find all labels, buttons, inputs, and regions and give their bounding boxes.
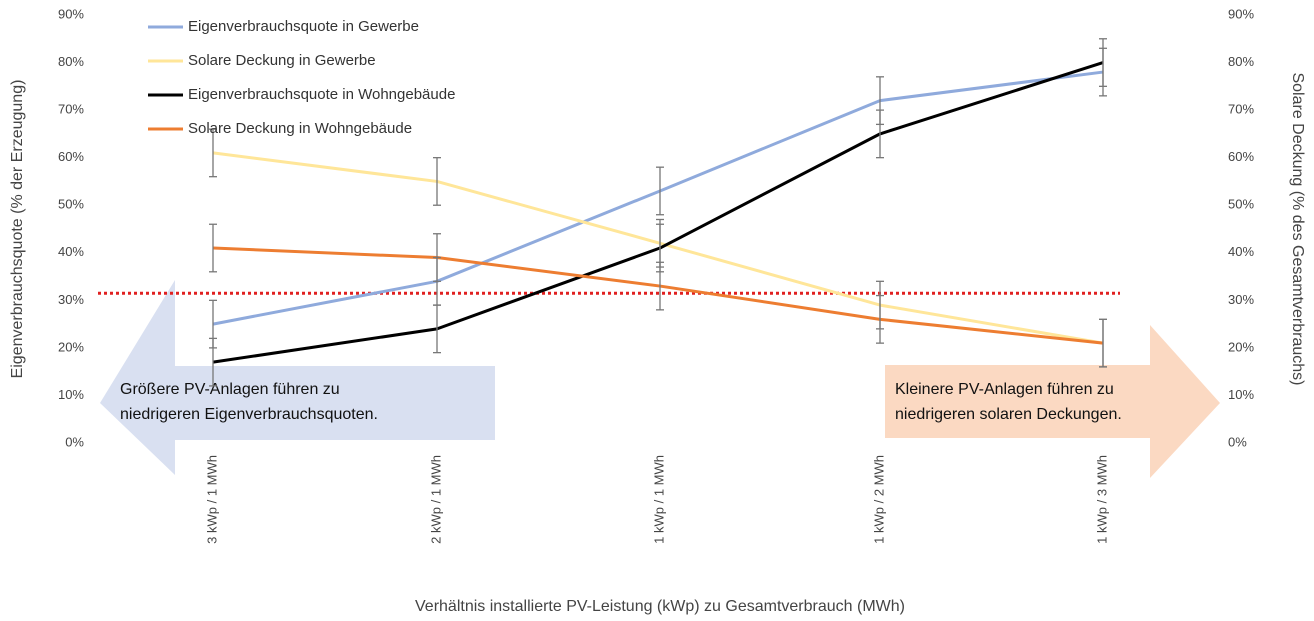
y-tick-label: 80% (58, 54, 84, 69)
legend-label: Solare Deckung in Gewerbe (188, 52, 376, 69)
y2-tick-label: 20% (1228, 339, 1254, 354)
x-tick-label: 1 kWp / 3 MWh (1094, 455, 1109, 544)
annotation: niedrigeren solaren Deckungen. (895, 406, 1122, 423)
error-bar (433, 304, 441, 354)
annotation: niedrigeren Eigenverbrauchsquoten. (120, 406, 378, 423)
error-bar (656, 261, 664, 311)
y-tick-label: 10% (58, 387, 84, 402)
x-tick-label: 2 kWp / 1 MWh (428, 455, 443, 544)
y-tick-label: 70% (58, 102, 84, 117)
y-tick-label: 40% (58, 244, 84, 259)
y2-tick-label: 60% (1228, 149, 1254, 164)
y-tick-label: 90% (58, 6, 84, 21)
arrow-right (885, 325, 1220, 478)
y2-tick-label: 30% (1228, 292, 1254, 307)
error-bar (1099, 38, 1107, 87)
error-bar (656, 166, 664, 216)
error-bar (433, 233, 441, 282)
series-line (212, 61, 1104, 364)
error-bar (209, 223, 217, 273)
y2-tick-label: 80% (1228, 54, 1254, 69)
y2-tick-label: 70% (1228, 102, 1254, 117)
legend-label: Eigenverbrauchsquote in Gewerbe (188, 18, 419, 35)
y-tick-label: 50% (58, 197, 84, 212)
y2-tick-label: 40% (1228, 244, 1254, 259)
y-axis-title: Eigenverbrauchsquote (% der Erzeugung) (9, 80, 26, 379)
error-bar (876, 109, 884, 159)
legend-label: Eigenverbrauchsquote in Wohngebäude (188, 86, 455, 103)
y2-axis-title: Solare Deckung (% des Gesamtverbrauchs) (1289, 72, 1306, 385)
y2-tick-label: 10% (1228, 387, 1254, 402)
y-tick-label: 60% (58, 149, 84, 164)
x-axis-title: Verhältnis installierte PV-Leistung (kWp… (415, 598, 905, 615)
x-tick-label: 1 kWp / 1 MWh (651, 455, 666, 544)
annotation: Kleinere PV-Anlagen führen zu (895, 381, 1114, 398)
error-bar (209, 128, 217, 178)
x-tick-label: 1 kWp / 2 MWh (871, 455, 886, 544)
y-tick-label: 0% (65, 434, 84, 449)
legend-label: Solare Deckung in Wohngebäude (188, 120, 412, 137)
error-bar (433, 157, 441, 206)
y2-tick-label: 50% (1228, 197, 1254, 212)
x-tick-label: 3 kWp / 1 MWh (204, 455, 219, 544)
y2-tick-label: 90% (1228, 6, 1254, 21)
error-bar (209, 337, 217, 387)
error-bar (876, 294, 884, 344)
arrow-left (100, 280, 495, 475)
arrows (100, 280, 1220, 478)
annotation: Größere PV-Anlagen führen zu (120, 381, 340, 398)
y-tick-label: 20% (58, 339, 84, 354)
error-bar (1099, 318, 1107, 368)
y-tick-label: 30% (58, 292, 84, 307)
y2-tick-label: 0% (1228, 434, 1247, 449)
